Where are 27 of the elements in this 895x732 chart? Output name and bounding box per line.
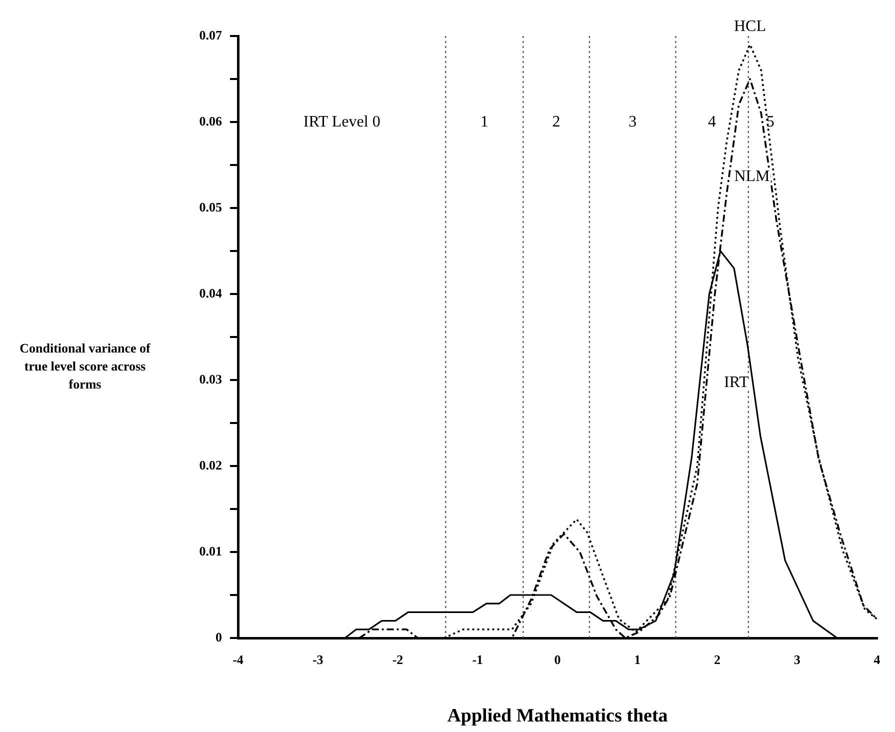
y-tick-label: 0.07 [199,27,222,42]
y-tick-label: 0.02 [199,457,222,472]
x-tick-label: -1 [472,652,484,668]
x-tick-label: -3 [312,652,324,668]
annotation: 4 [708,113,716,130]
annotation: 2 [552,113,560,130]
annotation: IRT Level 0 [303,113,380,130]
x-tick-label: -2 [392,652,404,668]
series-label: NLM [734,168,770,186]
x-tick-label: 4 [874,652,881,668]
annotation: 1 [480,113,488,130]
y-axis-title: Conditional variance of true level score across forms [20,340,152,392]
y-tick-label: 0.03 [199,371,222,386]
y-tick-label: 0 [216,629,222,644]
x-tick-label: 3 [794,652,801,668]
y-tick-label: 0.06 [199,113,222,128]
x-tick-label: -4 [232,652,244,668]
annotation: 3 [628,113,637,130]
x-tick-label: 0 [554,652,561,668]
series-label: IRT [724,374,750,392]
y-tick-label: 0.04 [199,285,222,300]
x-tick-label: 1 [634,652,641,668]
series-label: HCL [734,18,766,35]
y-tick-label: 0.01 [199,543,222,558]
x-axis-title: Applied Mathematics theta [447,706,668,727]
x-tick-label: 2 [714,652,720,668]
y-tick-label: 0.05 [199,199,222,214]
